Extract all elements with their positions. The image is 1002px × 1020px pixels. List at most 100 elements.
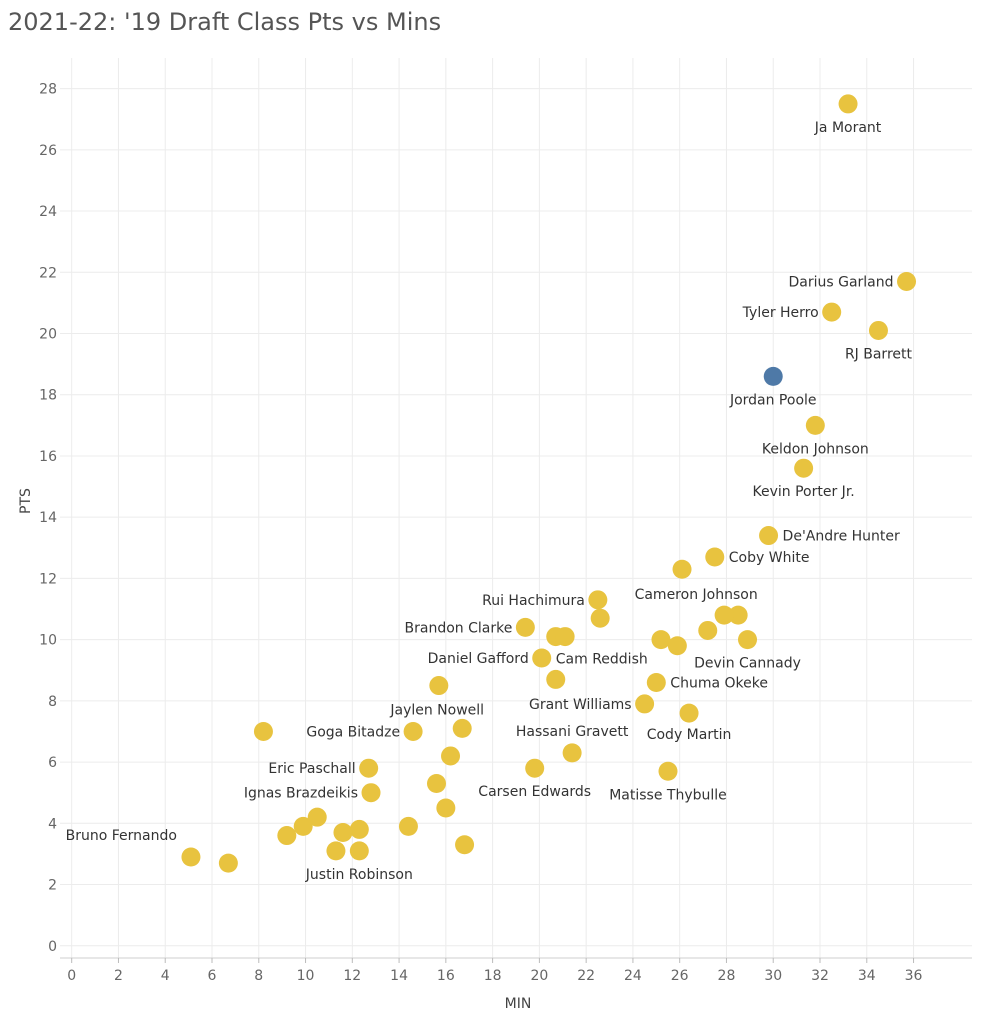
data-point[interactable] bbox=[218, 853, 238, 873]
point-label: Eric Paschall bbox=[268, 761, 355, 777]
data-point[interactable] bbox=[738, 630, 758, 650]
data-point[interactable] bbox=[667, 636, 687, 656]
data-point[interactable] bbox=[293, 816, 313, 836]
point-label: RJ Barrett bbox=[845, 346, 913, 362]
data-point[interactable] bbox=[436, 798, 456, 818]
y-tick-label: 18 bbox=[39, 388, 57, 404]
data-point[interactable] bbox=[277, 826, 297, 846]
data-point[interactable] bbox=[822, 302, 842, 322]
x-tick-label: 20 bbox=[530, 968, 548, 984]
point-label: Matisse Thybulle bbox=[609, 787, 727, 803]
y-tick-label: 24 bbox=[39, 204, 57, 220]
point-label: Cameron Johnson bbox=[635, 587, 758, 603]
data-point[interactable] bbox=[714, 605, 734, 625]
x-tick-label: 10 bbox=[297, 968, 315, 984]
x-tick-label: 28 bbox=[718, 968, 736, 984]
point-label: Ignas Brazdeikis bbox=[244, 786, 358, 802]
x-tick-label: 4 bbox=[161, 968, 170, 984]
data-point[interactable] bbox=[868, 320, 888, 340]
data-point[interactable] bbox=[532, 648, 552, 668]
point-label: Goga Bitadze bbox=[306, 724, 400, 740]
data-points bbox=[181, 94, 917, 873]
point-label: Tyler Herro bbox=[742, 305, 819, 321]
point-label: Kevin Porter Jr. bbox=[753, 484, 855, 500]
data-point[interactable] bbox=[763, 366, 783, 386]
x-tick-label: 12 bbox=[343, 968, 361, 984]
y-tick-label: 0 bbox=[48, 939, 57, 955]
data-point[interactable] bbox=[728, 605, 748, 625]
data-point[interactable] bbox=[635, 694, 655, 714]
x-tick-label: 18 bbox=[484, 968, 502, 984]
data-point[interactable] bbox=[403, 721, 423, 741]
data-point[interactable] bbox=[398, 816, 418, 836]
point-label: Keldon Johnson bbox=[762, 441, 869, 457]
point-label: Rui Hachimura bbox=[482, 593, 585, 609]
data-point[interactable] bbox=[525, 758, 545, 778]
data-point[interactable] bbox=[441, 746, 461, 766]
data-point[interactable] bbox=[452, 718, 472, 738]
y-tick-label: 26 bbox=[39, 143, 57, 159]
data-point[interactable] bbox=[326, 841, 346, 861]
data-point[interactable] bbox=[805, 415, 825, 435]
y-tick-label: 14 bbox=[39, 510, 57, 526]
data-point[interactable] bbox=[705, 547, 725, 567]
data-point[interactable] bbox=[658, 761, 678, 781]
data-point[interactable] bbox=[897, 271, 917, 291]
x-tick-label: 30 bbox=[764, 968, 782, 984]
data-point[interactable] bbox=[679, 703, 699, 723]
data-point[interactable] bbox=[759, 526, 779, 546]
data-point[interactable] bbox=[455, 835, 475, 855]
point-label: Ja Morant bbox=[814, 120, 882, 136]
point-label: Devin Cannady bbox=[694, 656, 801, 672]
data-point[interactable] bbox=[838, 94, 858, 114]
data-point[interactable] bbox=[359, 758, 379, 778]
x-tick-label: 22 bbox=[577, 968, 595, 984]
x-tick-label: 14 bbox=[390, 968, 408, 984]
data-point[interactable] bbox=[588, 590, 608, 610]
y-tick-label: 10 bbox=[39, 633, 57, 649]
data-point[interactable] bbox=[333, 822, 353, 842]
data-point[interactable] bbox=[515, 617, 535, 637]
y-tick-label: 20 bbox=[39, 327, 57, 343]
chart-title: 2021-22: '19 Draft Class Pts vs Mins bbox=[8, 8, 442, 36]
point-labels: Ja Morant Darius Garland Tyler Herro RJ Bar… bbox=[66, 120, 913, 883]
data-point[interactable] bbox=[794, 458, 814, 478]
data-point[interactable] bbox=[646, 672, 666, 692]
data-point[interactable] bbox=[590, 608, 610, 628]
point-label: Cam Reddish bbox=[556, 651, 648, 667]
data-point[interactable] bbox=[429, 676, 449, 696]
data-point[interactable] bbox=[546, 669, 566, 689]
point-label: Coby White bbox=[729, 550, 810, 566]
x-axis-title: MIN bbox=[505, 996, 532, 1012]
data-point[interactable] bbox=[555, 627, 575, 647]
x-tick-label: 0 bbox=[67, 968, 76, 984]
data-point[interactable] bbox=[426, 774, 446, 794]
data-point[interactable] bbox=[181, 847, 201, 867]
point-label: Jaylen Nowell bbox=[389, 702, 484, 718]
x-tick-label: 8 bbox=[254, 968, 263, 984]
data-point[interactable] bbox=[307, 807, 327, 827]
point-label: Cody Martin bbox=[647, 727, 732, 743]
point-label: Jordan Poole bbox=[729, 392, 817, 408]
y-tick-label: 2 bbox=[48, 878, 57, 894]
y-tick-label: 12 bbox=[39, 571, 57, 587]
x-tick-label: 36 bbox=[905, 968, 923, 984]
point-label: Bruno Fernando bbox=[66, 828, 177, 844]
data-point[interactable] bbox=[562, 743, 582, 763]
data-point[interactable] bbox=[349, 819, 369, 839]
x-tick-label: 2 bbox=[114, 968, 123, 984]
x-tick-label: 34 bbox=[858, 968, 876, 984]
data-point[interactable] bbox=[698, 620, 718, 640]
data-point[interactable] bbox=[361, 783, 381, 803]
y-axis-title: PTS bbox=[18, 488, 34, 514]
x-tick-label: 32 bbox=[811, 968, 829, 984]
point-label: Darius Garland bbox=[788, 274, 893, 290]
y-tick-label: 6 bbox=[48, 755, 57, 771]
data-point[interactable] bbox=[651, 630, 671, 650]
y-tick-label: 8 bbox=[48, 694, 57, 710]
data-point[interactable] bbox=[672, 559, 692, 579]
data-point[interactable] bbox=[253, 721, 273, 741]
y-tick-label: 4 bbox=[48, 816, 57, 832]
data-point[interactable] bbox=[349, 841, 369, 861]
